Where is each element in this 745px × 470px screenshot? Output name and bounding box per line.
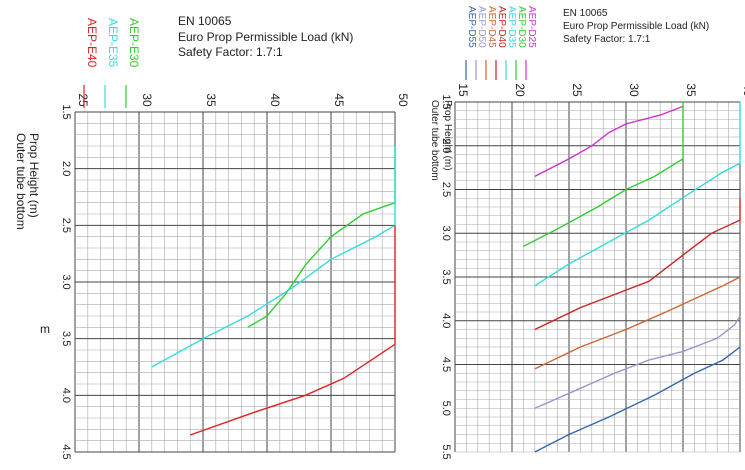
load-tick-label: 35 [684,83,698,97]
load-tick-label: 40 [268,93,282,107]
right-chart-header: EN 10065 Euro Prop Permissible Load (kN)… [563,7,709,46]
left-chart-title: Euro Prop Permissible Load (kN) [178,29,354,44]
legend-label-aep-d25: AEP-D25 [526,6,537,48]
height-tick-label: 2.0 [440,138,452,153]
height-axis-title: Prop Height (m) [27,133,41,218]
stray-label: m [40,322,50,336]
height-tick-label: 2.5 [440,182,452,197]
height-tick-label: 5.5 [440,444,452,459]
series-line-aep-e40 [189,225,396,436]
height-tick-label: 3.5 [440,269,452,284]
left-standard-label: EN 10065 [178,14,232,28]
series-line-aep-d30 [523,102,684,248]
legend-label-aep-e40: AEP-E40 [85,18,99,68]
height-tick-label: 1.5 [60,104,72,119]
legend-label-aep-e35: AEP-E35 [106,18,120,68]
load-tick-label: 30 [627,83,641,97]
legend-label-aep-d30: AEP-D30 [516,6,527,48]
series-line-aep-d35 [534,102,741,287]
left-safety-factor: Safety Factor: 1.7:1 [178,45,283,60]
height-tick-label: 2.5 [60,218,72,233]
left-grid [74,111,396,453]
height-tick-label: 4.0 [60,388,72,403]
series-line-aep-d40 [534,198,741,331]
load-tick-label: 45 [332,93,346,107]
height-tick-label: 5.0 [440,401,452,416]
legend-label-aep-d40: AEP-D40 [496,6,507,48]
load-tick-label: 15 [456,83,470,97]
load-tick-label: 35 [204,93,218,107]
height-axis-subtitle: Outer tube bottom [14,133,28,230]
load-tick-label: 25 [570,83,584,97]
height-tick-label: 2.0 [60,161,72,176]
height-tick-label: 3.0 [440,226,452,241]
load-tick-label: 50 [396,93,410,107]
legend-label-aep-d50: AEP-D50 [476,6,487,48]
load-tick-label: 30 [140,93,154,107]
series-line-aep-d25 [534,105,684,178]
height-tick-label: 4.5 [60,444,72,459]
height-tick-label: 3.5 [60,331,72,346]
series-line-aep-d45 [534,276,741,370]
left-chart: 25 30 35 40 45 50 1.5 2.0 2.5 3.0 3.5 4.0 4.5 Prop He… [14,18,410,460]
legend-label-aep-d55: AEP-D55 [466,6,477,48]
right-grid [454,101,741,453]
right-chart: 15 20 25 30 35 40 1.5 2.0 2.5 3.0 3.5 4.0 4.5 5.0 5.5 P… [429,6,745,460]
right-safety-factor: Safety Factor: 1.7:1 [563,34,651,45]
load-tick-label: 20 [513,83,527,97]
legend-label-aep-e30: AEP-E30 [127,18,141,68]
legend-label-aep-d45: AEP-D45 [486,6,497,48]
height-tick-label: 3.0 [60,274,72,289]
height-axis-subtitle: Outer tube bottom [429,100,440,181]
load-tick-label: 25 [76,93,90,107]
right-chart-title: Euro Prop Permissible Load (kN) [563,21,710,32]
height-tick-label: 4.5 [440,357,452,372]
series-line-aep-d55 [534,346,741,453]
right-standard-label: EN 10065 [563,8,608,19]
left-chart-header: EN 10065 Euro Prop Permissible Load (kN)… [178,14,353,61]
series-line-aep-e35 [151,146,396,368]
series-line-aep-d50 [534,316,741,409]
load-tick-label: 40 [741,83,745,97]
legend-label-aep-d35: AEP-D35 [506,6,517,48]
height-tick-label: 4.0 [440,313,452,328]
height-axis-title: Prop Height (m) [442,100,453,171]
height-tick-label: 1.5 [440,94,452,109]
